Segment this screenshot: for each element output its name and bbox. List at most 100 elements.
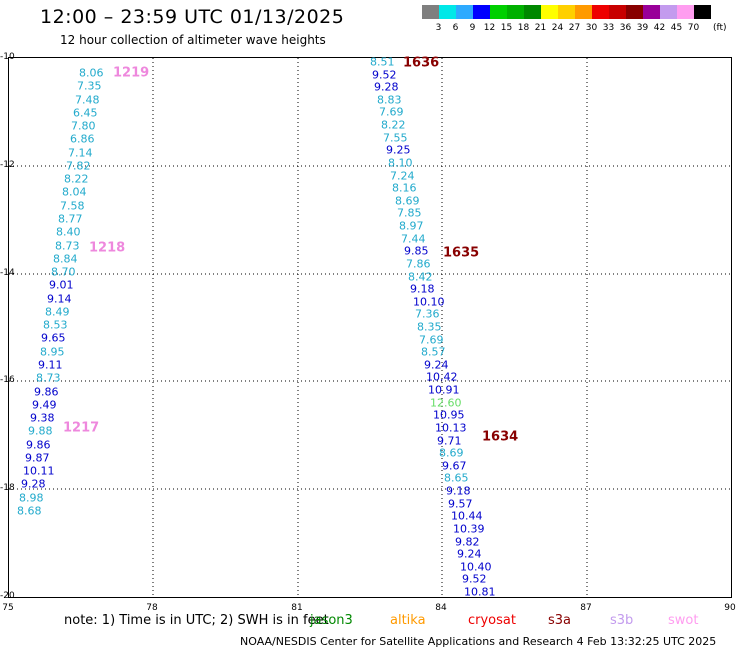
map-plot-area: 8.06 7.35 7.48 6.45 7.80 6.86 7.14 7.82 8.22 8.04… xyxy=(8,55,732,599)
color-scale-tick: 36 xyxy=(619,23,632,33)
wave-height-label: 8.06 xyxy=(79,66,104,80)
color-scale-tick: 12 xyxy=(483,23,496,33)
footer-credit: NOAA/NESDIS Center for Satellite Applica… xyxy=(240,635,717,648)
satellite-legend-entry: altika xyxy=(390,613,426,628)
wave-height-label: 7.36 xyxy=(415,307,440,321)
wave-height-label: 9.82 xyxy=(455,535,480,549)
map-grid xyxy=(9,58,731,597)
wave-height-label: 9.52 xyxy=(462,572,487,586)
wave-height-label: 7.14 xyxy=(68,146,93,160)
latitude-tick-label: -16 xyxy=(0,375,15,385)
wave-height-label: 8.73 xyxy=(55,239,80,253)
wave-height-label: 9.49 xyxy=(32,398,57,412)
latitude-tick-label: -10 xyxy=(0,52,15,62)
wave-height-label: 8.51 xyxy=(370,55,395,69)
wave-height-label: 9.85 xyxy=(404,244,429,258)
color-scale-tick: 27 xyxy=(568,23,581,33)
wave-height-label: 8.69 xyxy=(439,446,464,460)
wave-height-label: 9.67 xyxy=(442,459,467,473)
wave-height-label: 8.57 xyxy=(421,345,446,359)
wave-height-label: 9.25 xyxy=(386,143,411,157)
longitude-tick-label: 78 xyxy=(146,603,158,613)
wave-height-label: 7.80 xyxy=(71,119,96,133)
color-scale-tick: 9 xyxy=(469,23,476,33)
color-scale-tick: 45 xyxy=(670,23,683,33)
wave-height-label: 9.18 xyxy=(446,484,471,498)
color-scale-tick: 30 xyxy=(585,23,598,33)
color-scale-tick: 70 xyxy=(687,23,700,33)
wave-height-label: 9.38 xyxy=(30,411,55,425)
wave-height-label: 10.10 xyxy=(413,295,445,309)
wave-height-label: 9.86 xyxy=(34,385,59,399)
wave-height-label: 9.28 xyxy=(21,477,46,491)
satellite-legend-entry: swot xyxy=(668,613,699,628)
latitude-tick-label: -18 xyxy=(0,483,15,493)
color-scale-tick: 39 xyxy=(636,23,649,33)
wave-height-label: 7.69 xyxy=(379,105,404,119)
wave-height-label: 10.44 xyxy=(451,509,483,523)
wave-height-label: 7.58 xyxy=(60,199,85,213)
wave-height-label: 9.87 xyxy=(25,451,50,465)
wave-height-label: 10.81 xyxy=(464,585,496,599)
color-swatch xyxy=(456,5,473,19)
wave-height-label: 8.77 xyxy=(58,212,83,226)
wave-height-label: 8.83 xyxy=(377,93,402,107)
wave-height-label: 9.11 xyxy=(38,358,63,372)
wave-height-label: 8.10 xyxy=(388,156,413,170)
color-scale-tick: 15 xyxy=(500,23,513,33)
wave-height-label: 8.40 xyxy=(56,225,81,239)
wave-height-label: 9.88 xyxy=(28,424,53,438)
wave-height-label: 8.22 xyxy=(381,118,406,132)
wave-height-label: 8.65 xyxy=(444,471,469,485)
wave-height-label: 7.85 xyxy=(397,206,422,220)
color-swatch xyxy=(677,5,694,19)
pass-time-label: 1217 xyxy=(63,420,100,436)
wave-height-label: 8.04 xyxy=(62,185,87,199)
wave-height-label: 8.22 xyxy=(64,172,89,186)
wave-height-label: 8.95 xyxy=(40,345,65,359)
wave-height-label: 6.86 xyxy=(70,132,95,146)
color-swatch xyxy=(626,5,643,19)
pass-time-label: 1218 xyxy=(89,240,126,256)
wave-height-label: 8.69 xyxy=(395,194,420,208)
wave-height-label: 7.86 xyxy=(406,257,431,271)
color-swatch xyxy=(524,5,541,19)
wave-height-label: 8.42 xyxy=(408,270,433,284)
map-title: 12:00 – 23:59 UTC 01/13/2025 xyxy=(40,6,345,28)
color-swatch xyxy=(439,5,456,19)
wave-height-label: 9.28 xyxy=(374,80,399,94)
wave-height-label: 9.71 xyxy=(437,434,462,448)
color-swatch xyxy=(558,5,575,19)
satellite-legend-entry: jason3 xyxy=(310,613,353,628)
wave-height-label: 7.82 xyxy=(66,159,91,173)
color-scale-tick: 18 xyxy=(517,23,530,33)
wave-height-label: 8.70 xyxy=(51,265,76,279)
color-swatch xyxy=(473,5,490,19)
color-swatch xyxy=(507,5,524,19)
color-swatch xyxy=(575,5,592,19)
wave-height-label: 10.42 xyxy=(426,370,458,384)
longitude-tick-label: 84 xyxy=(435,603,447,613)
color-swatch xyxy=(609,5,626,19)
wave-height-label: 10.40 xyxy=(460,560,492,574)
wave-height-label: 8.98 xyxy=(19,491,44,505)
wave-height-label: 10.95 xyxy=(433,408,465,422)
wave-height-label: 7.35 xyxy=(77,79,102,93)
wave-height-label: 8.73 xyxy=(36,371,61,385)
wave-height-label: 7.48 xyxy=(75,93,100,107)
longitude-tick-label: 81 xyxy=(291,603,303,613)
satellite-legend-entry: s3a xyxy=(548,613,572,628)
wave-height-label: 6.45 xyxy=(73,106,98,120)
satellite-legend-entry: cryosat xyxy=(468,613,516,628)
wave-height-label: 9.24 xyxy=(424,358,449,372)
pass-time-label: 1636 xyxy=(403,55,440,71)
wave-height-label: 10.13 xyxy=(435,421,467,435)
pass-time-label: 1219 xyxy=(113,65,150,81)
color-swatch xyxy=(541,5,558,19)
note-text: note: 1) Time is in UTC; 2) SWH is in fe… xyxy=(64,613,329,628)
wave-height-label: 8.68 xyxy=(17,504,42,518)
color-scale-tick: 3 xyxy=(435,23,442,33)
color-swatch xyxy=(643,5,660,19)
wave-height-label: 8.49 xyxy=(45,305,70,319)
longitude-tick-label: 90 xyxy=(724,603,736,613)
